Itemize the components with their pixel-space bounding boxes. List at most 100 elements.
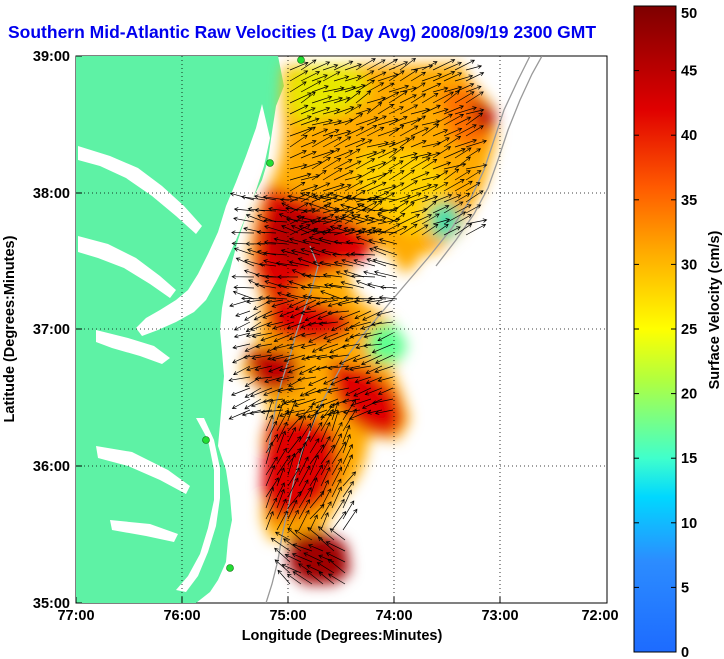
y-tick-label: 38:00 xyxy=(33,186,70,202)
velocity-vector xyxy=(309,247,332,256)
velocity-vector xyxy=(454,74,474,82)
velocity-vector xyxy=(287,491,302,509)
velocity-vector xyxy=(288,299,306,308)
velocity-vector xyxy=(344,74,362,82)
velocity-vector xyxy=(265,299,284,305)
station-marker-4 xyxy=(226,564,234,572)
velocity-vector xyxy=(377,387,394,396)
velocity-vector xyxy=(421,104,441,115)
velocity-vector xyxy=(362,310,383,321)
velocity-vector xyxy=(289,81,307,93)
tick-marks xyxy=(75,55,608,604)
velocity-vector xyxy=(454,91,475,104)
velocity-vector xyxy=(244,310,262,321)
velocity-vector xyxy=(232,290,255,300)
velocity-vector xyxy=(228,409,251,420)
velocity-vector xyxy=(322,168,343,181)
velocity-vector xyxy=(266,343,284,353)
velocity-vector xyxy=(351,273,376,279)
velocity-vector xyxy=(309,477,318,498)
velocity-vector xyxy=(320,290,343,300)
velocity-vector xyxy=(318,343,339,352)
velocity-vector xyxy=(340,203,365,212)
velocity-vector xyxy=(245,332,262,338)
velocity-vector xyxy=(333,106,355,115)
velocity-vector xyxy=(342,500,355,520)
velocity-vector xyxy=(232,343,251,350)
velocity-vector xyxy=(345,387,361,396)
velocity-vector xyxy=(328,283,354,289)
velocity-vector xyxy=(265,295,288,300)
velocity-vector xyxy=(311,213,335,225)
velocity-vector xyxy=(353,387,372,397)
velocity-vector xyxy=(322,148,341,159)
velocity-vector xyxy=(343,269,365,278)
velocity-vector xyxy=(311,85,329,93)
velocity-vector xyxy=(388,146,405,159)
velocity-vector xyxy=(355,79,376,93)
velocity-vector xyxy=(304,310,328,322)
velocity-vector xyxy=(355,108,372,115)
velocity-vector xyxy=(299,387,317,397)
velocity-vector xyxy=(378,238,398,245)
velocity-vector xyxy=(241,194,266,201)
colorbar-tick-label: 40 xyxy=(681,128,697,144)
velocity-vector xyxy=(254,365,273,372)
velocity-vector xyxy=(348,321,372,330)
velocity-vector xyxy=(306,283,332,289)
velocity-vector xyxy=(443,201,464,214)
velocity-vector xyxy=(331,466,343,487)
velocity-vector xyxy=(309,490,325,509)
velocity-vector xyxy=(331,421,343,443)
velocity-vector xyxy=(331,511,347,531)
velocity-vector xyxy=(256,229,277,235)
velocity-vector xyxy=(262,310,284,319)
velocity-vector xyxy=(283,538,302,552)
velocity-vector xyxy=(320,435,331,454)
velocity-vector xyxy=(265,398,274,421)
velocity-vector xyxy=(333,260,354,267)
velocity-vector xyxy=(311,157,331,170)
velocity-vector xyxy=(352,354,372,363)
velocity-vector xyxy=(272,343,295,351)
velocity-vector xyxy=(388,182,405,192)
velocity-vector xyxy=(454,180,473,192)
velocity-vector xyxy=(342,408,357,432)
velocity-vector xyxy=(361,398,383,409)
velocity-vector xyxy=(300,332,317,338)
velocity-vector xyxy=(333,136,352,148)
velocity-vector xyxy=(275,376,295,383)
velocity-vector xyxy=(281,202,299,212)
velocity-vector xyxy=(344,214,361,225)
velocity-vector xyxy=(271,299,295,308)
velocity-vector xyxy=(410,195,429,203)
velocity-vector xyxy=(311,193,331,203)
velocity-vector xyxy=(315,299,339,306)
velocity-vector xyxy=(303,552,324,563)
velocity-vector xyxy=(333,211,355,225)
velocity-vector xyxy=(251,354,273,361)
velocity-vector xyxy=(321,216,343,223)
velocity-vector xyxy=(399,152,418,159)
velocity-vector xyxy=(344,90,361,104)
velocity-vector xyxy=(320,459,330,476)
velocity-vector xyxy=(376,310,394,317)
velocity-vector xyxy=(342,454,353,476)
velocity-vector xyxy=(333,149,354,159)
velocity-vector xyxy=(309,454,319,476)
x-tick-label: 74:00 xyxy=(375,608,412,624)
velocity-vector xyxy=(287,452,296,476)
velocity-vector xyxy=(333,183,352,192)
velocity-vector xyxy=(399,223,418,236)
velocity-vector xyxy=(298,365,317,375)
colorbar-tick-label: 15 xyxy=(681,451,697,467)
velocity-vector xyxy=(317,526,335,541)
velocity-vector xyxy=(232,365,251,376)
velocity-vector xyxy=(372,258,398,267)
velocity-vectors xyxy=(228,57,488,585)
velocity-vector xyxy=(254,282,277,289)
velocity-vector xyxy=(320,479,329,498)
velocity-vector xyxy=(322,183,345,192)
velocity-vector xyxy=(432,91,454,104)
velocity-vector xyxy=(399,213,421,225)
